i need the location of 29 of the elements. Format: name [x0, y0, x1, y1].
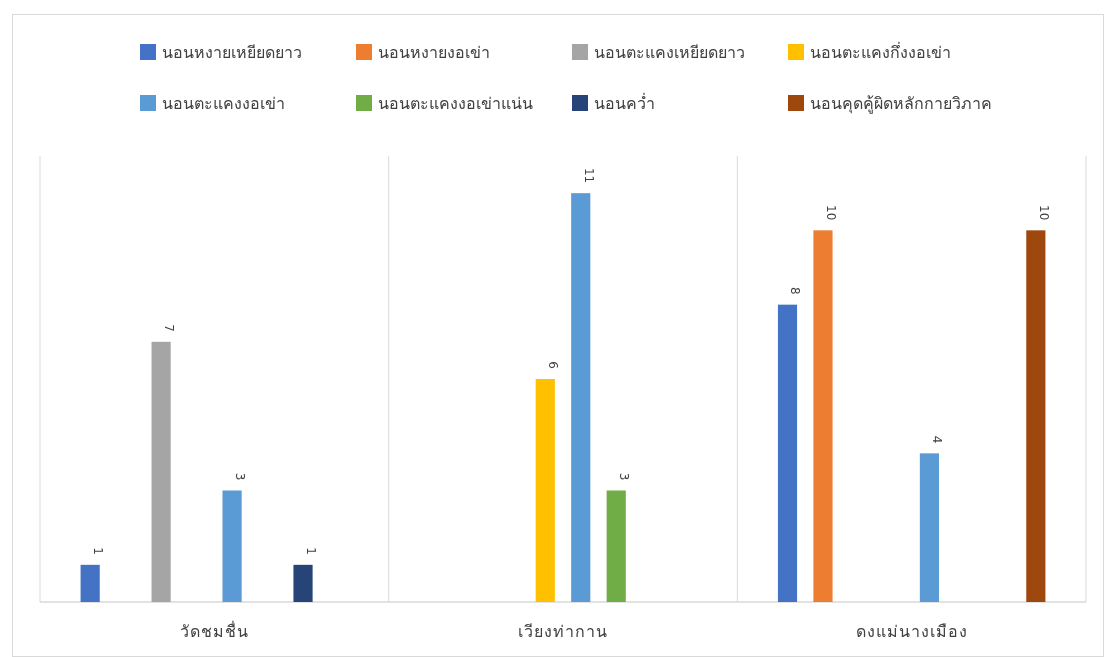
data-label: 1 — [304, 547, 319, 555]
data-label: 3 — [617, 472, 632, 481]
data-label: 7 — [162, 324, 177, 332]
x-tick-label: ดงแม่นางเมือง — [855, 622, 968, 641]
bar — [222, 490, 242, 602]
data-label: 3 — [233, 472, 248, 481]
data-label: 11 — [581, 167, 596, 184]
data-label: 8 — [788, 287, 803, 295]
data-label: 1 — [91, 547, 106, 555]
data-label: 10 — [1036, 205, 1051, 221]
bar — [293, 564, 313, 602]
legend-label: นอนคว่ำ — [594, 92, 655, 113]
bar — [777, 304, 798, 602]
bar — [1026, 230, 1046, 602]
data-label: 4 — [930, 435, 945, 444]
data-label: 6 — [546, 361, 561, 369]
x-tick-label: วัดชมชื่น — [179, 620, 249, 641]
bar — [919, 453, 939, 602]
bar — [606, 490, 626, 602]
legend-label: นอนหงายงอเข่า — [378, 43, 490, 62]
bar — [813, 230, 833, 602]
bar — [535, 379, 555, 602]
data-label: 10 — [823, 205, 838, 221]
legend-label: นอนตะแคงงอเข่า — [162, 94, 285, 113]
bar — [571, 193, 591, 602]
bar — [151, 341, 171, 602]
x-tick-label: เวียงท่ากาน — [518, 622, 608, 641]
bar — [80, 564, 100, 602]
legend-label: นอนตะแคงกึ่งงอเข่า — [810, 41, 951, 62]
